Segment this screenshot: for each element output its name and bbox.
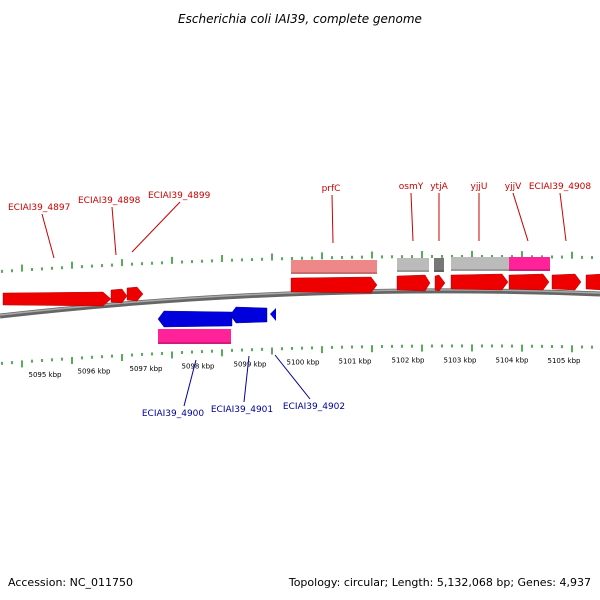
forward-gene	[450, 273, 509, 291]
scale-label: 5100 kbp	[287, 359, 321, 367]
forward-gene-label: osmY	[399, 182, 424, 192]
misc-feature-shade	[434, 270, 444, 272]
rna-feature	[509, 257, 550, 271]
forward-gene	[434, 274, 446, 292]
feature-track	[2, 257, 600, 344]
reverse-gene-label: ECIAI39_4902	[283, 402, 345, 412]
forward-gene	[585, 273, 600, 291]
forward-gene-label: ECIAI39_4897	[8, 203, 70, 213]
forward-gene	[396, 274, 431, 292]
reverse-gene	[157, 310, 233, 328]
scale-label: 5102 kbp	[392, 357, 426, 365]
reverse-gene	[229, 306, 268, 324]
forward-gene-label: ytjA	[430, 182, 448, 192]
misc-feature	[397, 258, 429, 272]
forward-gene	[508, 273, 550, 291]
scale-label: 5097 kbp	[130, 365, 164, 373]
rna-feature-shade	[158, 342, 231, 344]
reverse-gene-label: ECIAI39_4901	[211, 405, 273, 415]
scale-label: 5104 kbp	[496, 357, 530, 365]
reverse-label-leader	[183, 359, 197, 407]
forward-gene	[2, 291, 112, 307]
outer-tick-track	[1, 250, 593, 273]
forward-gene	[126, 286, 144, 302]
forward-label-leader	[410, 192, 414, 242]
forward-gene-label: ECIAI39_4898	[78, 196, 141, 206]
scale-label: 5096 kbp	[78, 368, 112, 376]
forward-gene	[290, 276, 378, 294]
forward-label-leader	[111, 206, 117, 256]
forward-gene-label: yjjU	[471, 182, 488, 192]
scale-label: 5105 kbp	[548, 357, 582, 365]
forward-gene-label: prfC	[322, 184, 341, 194]
kbp-scale: 5095 kbp 5096 kbp 5097 kbp 5098 kbp 5099 kbp…	[29, 356, 582, 378]
accession-text: Accession: NC_011750	[8, 576, 133, 589]
forward-gene-label: yjjV	[505, 182, 522, 192]
genome-backbone	[0, 288, 600, 319]
forward-gene	[551, 273, 582, 291]
forward-label-leader	[559, 192, 567, 242]
reverse-gene-label: ECIAI39_4900	[142, 409, 205, 419]
forward-label-leader	[331, 194, 334, 244]
scale-label: 5101 kbp	[339, 357, 373, 365]
pseudogene-feature	[291, 260, 377, 274]
label-leaders	[41, 192, 567, 407]
forward-label-leader	[41, 213, 55, 259]
scale-label: 5095 kbp	[29, 371, 63, 379]
genome-backbone-highlight	[0, 289, 600, 316]
forward-gene	[110, 288, 128, 304]
misc-feature	[451, 257, 509, 271]
reverse-label-leader	[274, 354, 311, 400]
inner-tick-track	[1, 344, 593, 368]
scale-label: 5103 kbp	[444, 356, 478, 364]
forward-gene-label: ECIAI39_4899	[148, 191, 211, 201]
reverse-label-leader	[243, 355, 250, 403]
scale-label: 5098 kbp	[182, 362, 216, 370]
rna-feature-shade	[509, 269, 550, 271]
forward-label-leader	[512, 192, 529, 242]
reverse-gene	[270, 308, 276, 321]
forward-label-leader	[131, 201, 181, 253]
scale-label: 5099 kbp	[234, 360, 268, 368]
map-title: Escherichia coli IAI39, complete genome	[178, 12, 422, 26]
misc-feature	[434, 258, 444, 272]
gene-labels: ECIAI39_4897 ECIAI39_4898 ECIAI39_4899 prfC…	[8, 182, 591, 419]
forward-gene-label: ECIAI39_4908	[529, 182, 592, 192]
misc-feature-shade	[397, 270, 429, 272]
rna-feature	[158, 329, 231, 344]
genome-summary-text: Topology: circular; Length: 5,132,068 bp…	[288, 576, 591, 589]
misc-feature-shade	[451, 269, 509, 271]
pseudogene-feature-shade	[291, 272, 377, 274]
